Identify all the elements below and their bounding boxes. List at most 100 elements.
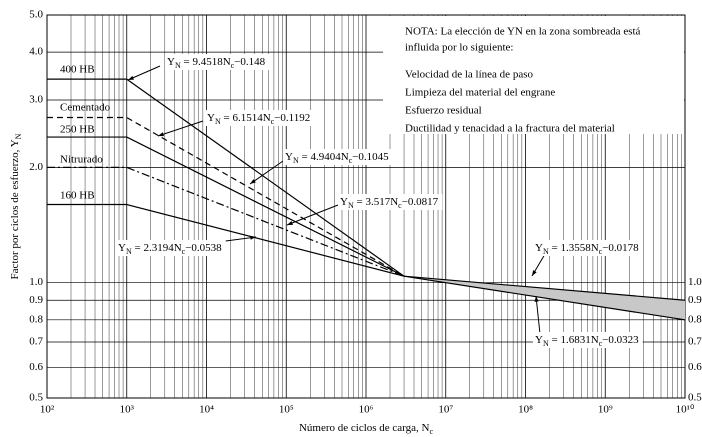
- x-tick-label: 10⁵: [279, 404, 294, 416]
- note-box: [383, 16, 684, 134]
- arrow-head: [128, 75, 134, 80]
- text-part: c: [599, 339, 603, 348]
- x-axis-label: Número de ciclos de carga, Nc: [299, 422, 434, 437]
- text-part: = 2.3194N: [132, 242, 182, 254]
- equation: YN = 6.1514Nc−0.1192: [207, 112, 310, 127]
- arrow-head: [158, 132, 164, 137]
- y-axis-label: Factor por ciclos de esfuerzo, YN: [9, 133, 24, 279]
- text-part: Número de ciclos de carga, N: [299, 422, 430, 434]
- note-line: Velocidad de la línea de paso: [405, 69, 533, 81]
- y-tick-label: 3.0: [29, 93, 43, 105]
- y-tick-label-right: 0.8: [688, 313, 702, 325]
- equation: YN = 1.6831Nc−0.0323: [535, 334, 639, 349]
- y-tick-label: 0.9: [29, 294, 43, 306]
- plot-frame: [46, 14, 686, 399]
- series-line: [403, 275, 686, 321]
- text-part: Y: [535, 242, 543, 254]
- y-tick-label-right: 0.5: [688, 392, 702, 404]
- series-label: 400 HB: [60, 64, 95, 76]
- equation: YN = 9.4518Nc−0.148: [167, 56, 266, 71]
- series-line: [47, 116, 405, 277]
- y-tick-label: 2.0: [29, 161, 43, 173]
- equation: YN = 1.3558Nc−0.0178: [535, 242, 639, 257]
- y-tick-label-right: 0.7: [688, 336, 702, 348]
- text-part: Y: [340, 196, 348, 208]
- text-part: −0.0323: [602, 334, 639, 346]
- series-label: Cementado: [60, 102, 111, 114]
- text-part: = 1.6831N: [549, 334, 599, 346]
- y-tick-label: 0.5: [29, 392, 43, 404]
- series-line: [47, 166, 405, 277]
- y-tick-label: 5.0: [29, 9, 43, 21]
- note-line: Limpieza del material del engrane: [405, 87, 555, 99]
- equation: YN = 3.517Nc−0.0817: [340, 196, 439, 211]
- annotation-arrow: [535, 295, 541, 335]
- x-tick-label: 10⁷: [438, 404, 453, 416]
- annotation-bg: [205, 110, 315, 126]
- annotation-bg: [533, 240, 643, 256]
- text-part: Y: [285, 151, 293, 163]
- text-part: −0.1045: [352, 151, 389, 163]
- x-tick-label: 10⁸: [518, 404, 533, 416]
- text-part: −0.0817: [402, 196, 439, 208]
- x-tick-label: 10²: [40, 404, 55, 416]
- y-tick-label: 0.6: [29, 361, 43, 373]
- text-part: c: [231, 61, 235, 70]
- text-part: N: [293, 156, 299, 165]
- text-part: N: [175, 61, 181, 70]
- series-line: [403, 275, 686, 301]
- annotation-bg: [338, 194, 443, 210]
- y-tick-label: 4.0: [29, 46, 43, 58]
- y-tick-label: 1.0: [29, 276, 43, 288]
- annotation-bg: [283, 149, 393, 165]
- text-part: Factor por ciclos de esfuerzo, Y: [9, 139, 21, 279]
- series-label: Nitrurado: [60, 154, 103, 166]
- y-tick-label-right: 0.9: [688, 294, 702, 306]
- text-part: c: [349, 156, 353, 165]
- y-tick-label: 0.8: [29, 313, 43, 325]
- annotation-arrow: [249, 160, 284, 185]
- text-part: N: [348, 201, 354, 210]
- y-tick-label-right: 1.0: [688, 276, 702, 288]
- annotation-bg: [165, 54, 270, 70]
- text-part: c: [271, 117, 275, 126]
- equation: YN = 2.3194Nc−0.0538: [118, 242, 222, 257]
- text-part: = 1.3558N: [549, 242, 599, 254]
- text-part: N: [543, 339, 549, 348]
- x-tick-label: 10³: [120, 404, 135, 416]
- text-part: −0.148: [234, 56, 265, 68]
- text-part: Y: [535, 334, 543, 346]
- text-part: = 9.4518N: [181, 56, 231, 68]
- series-line: [47, 78, 405, 277]
- text-part: c: [599, 247, 603, 256]
- x-tick-label: 10⁹: [598, 404, 613, 416]
- x-tick-label: 10⁴: [199, 404, 214, 416]
- x-tick-label: 10¹⁰: [676, 404, 695, 416]
- note-line: Esfuerzo residual: [405, 105, 482, 117]
- annotation-arrow: [286, 204, 339, 226]
- annotation-arrow: [157, 120, 204, 137]
- annotation-bg: [533, 332, 643, 348]
- series-line: [47, 136, 405, 277]
- text-part: = 4.9404N: [299, 151, 349, 163]
- text-part: −0.0538: [185, 242, 222, 254]
- text-part: N: [215, 117, 221, 126]
- text-part: = 6.1514N: [221, 112, 271, 124]
- text-part: N: [14, 133, 23, 139]
- text-part: c: [398, 201, 402, 210]
- text-part: N: [543, 247, 549, 256]
- arrow-head: [287, 221, 293, 225]
- text-part: = 3.517N: [354, 196, 398, 208]
- arrow-head: [532, 270, 537, 276]
- text-part: Y: [207, 112, 215, 124]
- arrow-head: [250, 179, 256, 184]
- text-part: Y: [118, 242, 126, 254]
- text-part: c: [182, 247, 186, 256]
- note-line: NOTA: La elección de YN en la zona sombr…: [405, 26, 641, 38]
- text-part: −0.1192: [274, 112, 310, 124]
- x-tick-label: 10⁶: [359, 404, 374, 416]
- series-line: [47, 203, 405, 277]
- y-tick-label: 0.7: [29, 336, 43, 348]
- series-label: 160 HB: [60, 190, 95, 202]
